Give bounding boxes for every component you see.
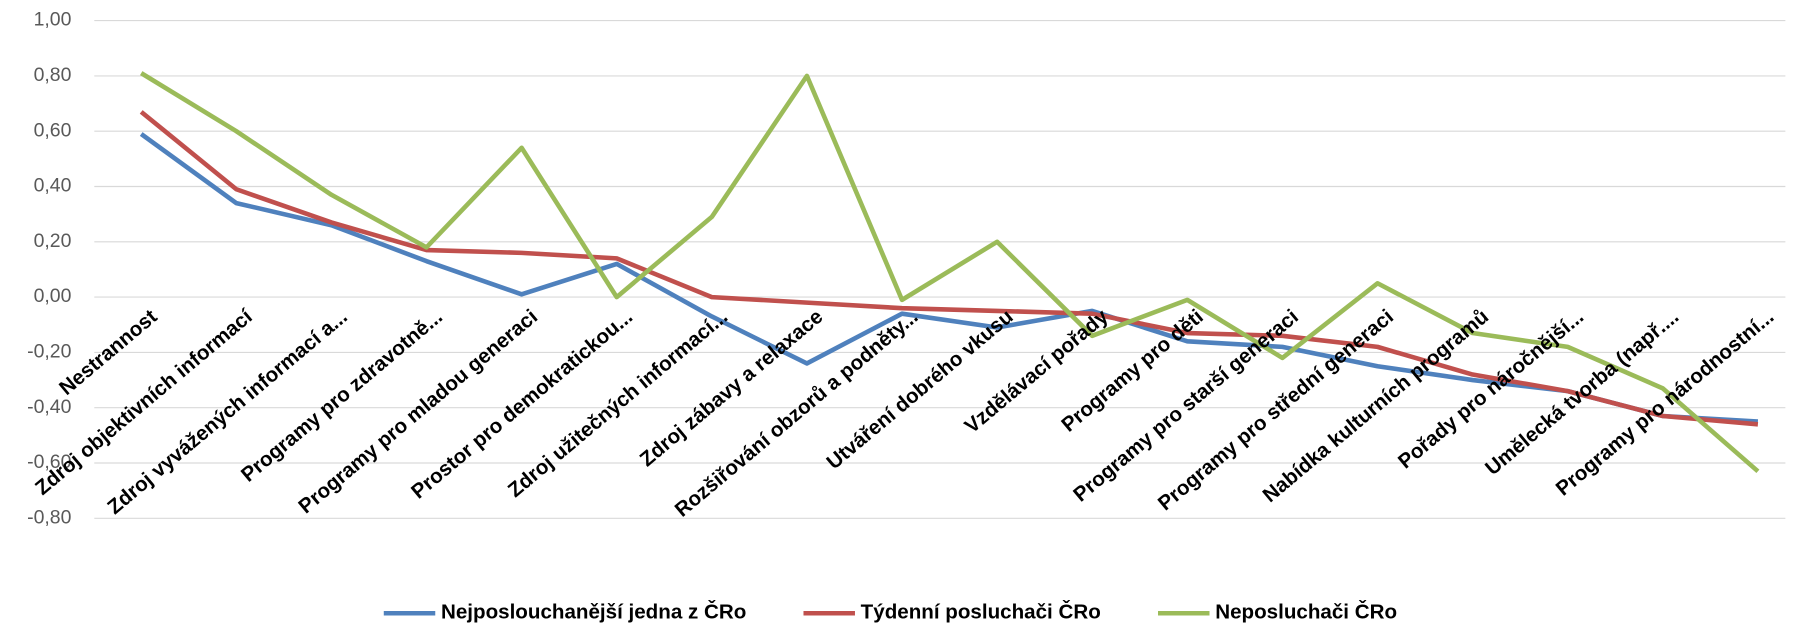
y-tick-label: 0,20 — [34, 230, 72, 252]
y-tick-label: 0,80 — [34, 64, 72, 86]
y-tick-label: -0,80 — [27, 506, 71, 528]
y-tick-label: -0,40 — [27, 396, 71, 418]
y-tick-label: 0,60 — [34, 119, 72, 141]
x-tick-label: Zdroj zábavy a relaxace — [636, 305, 828, 471]
series-line — [140, 71, 1760, 474]
y-tick-label: 1,00 — [34, 9, 72, 31]
legend-label: Nejposlouchanější jedna z ČRo — [441, 600, 746, 624]
y-tick-label: 0,40 — [34, 175, 72, 197]
y-tick-label: -0,60 — [27, 451, 71, 473]
legend-label: Neposluchači ČRo — [1215, 600, 1397, 624]
x-tick-label: Umělecká tvorba (např.... — [1481, 305, 1683, 480]
y-tick-label: -0,20 — [27, 341, 71, 363]
legend-label: Týdenní posluchači ČRo — [861, 600, 1101, 624]
series-line — [139, 110, 1759, 427]
y-tick-label: 0,00 — [34, 285, 72, 307]
x-tick-label: Utváření dobrého vkusu — [822, 305, 1017, 474]
series-line — [139, 132, 1759, 424]
